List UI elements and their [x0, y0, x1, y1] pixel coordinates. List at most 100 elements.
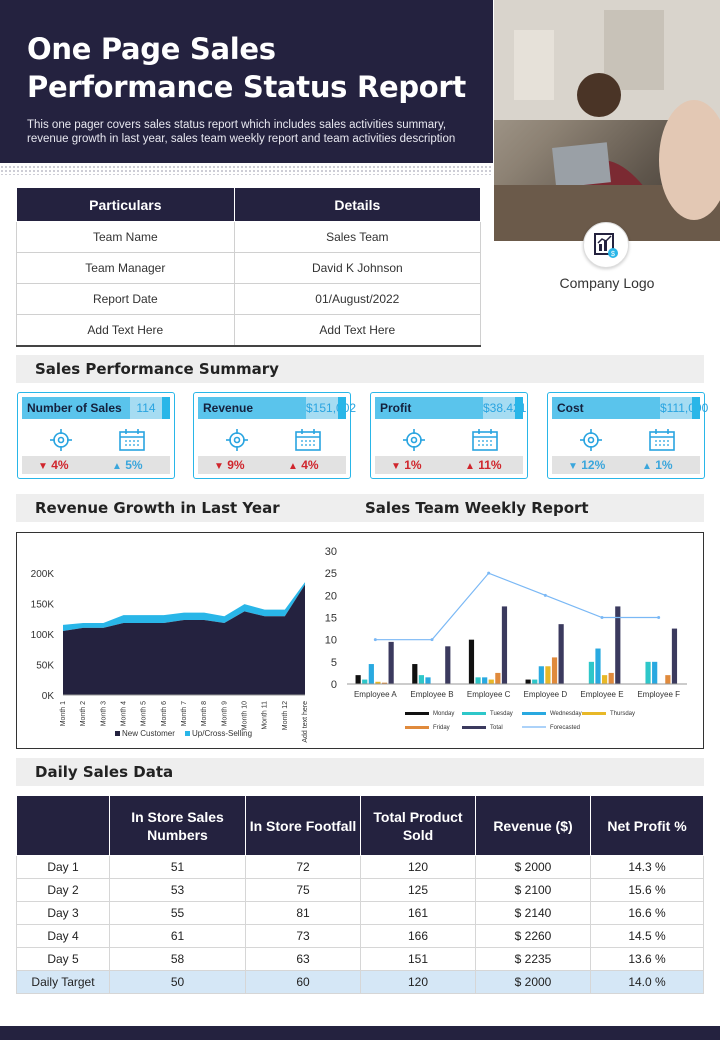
summary-section-title: Sales Performance Summary — [16, 355, 704, 383]
bar-total — [445, 646, 451, 684]
y-tick-label: 200K — [31, 569, 55, 580]
company-logo: $ — [583, 222, 629, 268]
bar-thursday — [375, 681, 381, 684]
table-cell: $ 2235 — [475, 947, 591, 971]
x-tick-label: Month 11 — [262, 701, 269, 730]
area-series-newcustomer — [63, 584, 305, 695]
target-icon — [226, 429, 248, 451]
bar-total — [671, 628, 678, 684]
table-cell: Daily Target — [16, 970, 110, 994]
forecast-point — [657, 616, 661, 619]
kpi-change-right: ▲ 4% — [288, 458, 319, 472]
table-cell: $ 2140 — [475, 901, 591, 925]
bar-friday — [551, 657, 558, 684]
forecast-point — [543, 593, 547, 597]
bar-tuesday — [645, 661, 651, 684]
y-tick-label: 50K — [36, 661, 54, 672]
kpi-card-header: Revenue $151,002 — [198, 397, 357, 419]
bar-friday — [608, 672, 614, 684]
kpi-card: Profit $38.421 ▼ 1% ▲ 11% — [370, 392, 528, 479]
page-title: One Page Sales Performance Status Report — [27, 32, 466, 104]
legend-label: New Customer — [122, 729, 175, 738]
y-tick-label: 100K — [31, 630, 55, 641]
kpi-card: Cost $111,000 ▼ 12% ▲ 1% — [547, 392, 708, 479]
table-cell: 120 — [360, 855, 476, 879]
bar-thursday — [488, 679, 494, 684]
kpi-card: Number of Sales 114 ▼ 4% ▲ 5% — [17, 392, 175, 479]
table-cell: Day 2 — [16, 878, 110, 902]
table-cell: 14.3 % — [590, 855, 704, 879]
kpi-card-header: Number of Sales 114 — [22, 397, 170, 419]
table-cell: 63 — [245, 947, 361, 971]
x-tick-label: Month 9 — [221, 701, 228, 726]
forecast-line — [375, 572, 659, 641]
x-tick-label: Employee A — [354, 690, 397, 699]
legend-swatch — [462, 726, 486, 729]
dotted-divider — [0, 165, 493, 175]
x-tick-label: Add text here — [302, 701, 309, 743]
legend-label: Friday — [433, 725, 450, 731]
page-subtitle: This one pager covers sales status repor… — [27, 119, 456, 145]
bar-wednesday — [595, 648, 601, 684]
y-tick-label: 0 — [331, 679, 337, 691]
charts-section-bar: Revenue Growth in Last Year Sales Team W… — [16, 494, 704, 522]
particulars-table: Particulars Details Team Name Sales Team… — [16, 187, 482, 347]
table-cell: 166 — [360, 924, 476, 948]
kpi-change-right: ▲ 5% — [112, 458, 143, 472]
table-row: Day 4 61 73 166 $ 2260 14.5 % — [16, 924, 704, 948]
bar-tuesday — [475, 677, 481, 684]
table-cell: 151 — [360, 947, 476, 971]
legend-label: Total — [490, 725, 503, 731]
bar-monday — [412, 664, 418, 684]
kpi-value: $38.421 — [483, 401, 527, 415]
table-cell: 72 — [245, 855, 361, 879]
table-cell: $ 2000 — [475, 855, 591, 879]
kpi-accent — [162, 397, 170, 419]
bar-monday — [355, 675, 361, 684]
calendar-icon — [649, 429, 675, 451]
daily-sales-title: Daily Sales Data — [16, 758, 704, 786]
y-tick-label: 5 — [331, 657, 337, 669]
x-tick-label: Month 7 — [181, 701, 188, 726]
bar-tuesday — [588, 661, 594, 684]
kpi-accent — [338, 397, 346, 419]
forecast-point — [600, 616, 604, 619]
legend-label: Tuesday — [490, 711, 513, 717]
kpi-value: $151,002 — [306, 401, 357, 415]
table-cell: $ 2000 — [475, 970, 591, 994]
x-tick-label: Month 12 — [282, 701, 289, 730]
table-cell: Day 1 — [16, 855, 110, 879]
table-cell: 16.6 % — [590, 901, 704, 925]
report-header: One Page Sales Performance Status Report… — [0, 0, 493, 163]
bar-friday — [665, 675, 671, 684]
bar-total — [558, 624, 564, 684]
forecast-point — [487, 571, 491, 575]
bar-wednesday — [652, 661, 658, 684]
kpi-icons — [18, 428, 174, 452]
weekly-report-title: Sales Team Weekly Report — [365, 499, 589, 517]
table-cell: 75 — [245, 878, 361, 902]
column-header: Details — [233, 187, 482, 222]
team-photo — [494, 0, 720, 241]
y-tick-label: 20 — [325, 590, 337, 602]
bar-wednesday — [368, 664, 374, 684]
bar-thursday — [545, 666, 551, 684]
legend-swatch — [522, 712, 546, 715]
bar-total — [388, 641, 394, 684]
x-tick-label: Employee C — [467, 690, 511, 699]
table-cell: 13.6 % — [590, 947, 704, 971]
y-tick-label: 30 — [325, 546, 337, 558]
kpi-label: Cost — [552, 397, 660, 419]
legend-label: Monday — [433, 711, 454, 717]
kpi-change-left: ▼ 9% — [214, 458, 245, 472]
kpi-value: 114 — [136, 401, 156, 415]
table-cell: 14.0 % — [590, 970, 704, 994]
table-row: Report Date 01/August/2022 — [16, 283, 482, 315]
table-cell: 15.6 % — [590, 878, 704, 902]
kpi-card-header: Profit $38.421 — [375, 397, 527, 419]
legend-swatch — [462, 712, 486, 715]
column-header: In Store Footfall — [245, 795, 361, 856]
legend-swatch — [405, 712, 429, 715]
kpi-accent — [515, 397, 523, 419]
kpi-change-right: ▲ 1% — [642, 458, 673, 472]
